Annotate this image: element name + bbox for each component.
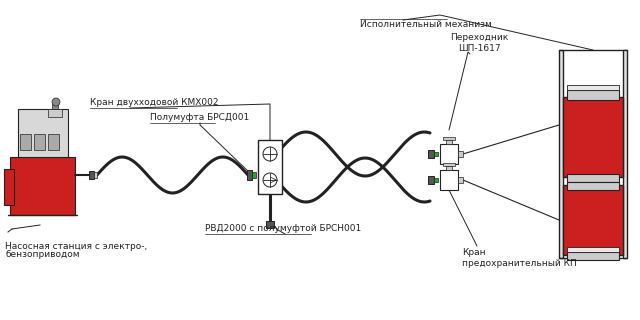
- Bar: [567, 247, 619, 252]
- Bar: [443, 137, 455, 140]
- Text: предохранительный КП: предохранительный КП: [462, 259, 577, 268]
- Text: Полумуфта БРСД001: Полумуфта БРСД001: [150, 113, 249, 122]
- Bar: [623, 50, 627, 258]
- Text: бензоприводом: бензоприводом: [5, 250, 79, 259]
- Bar: [94, 172, 97, 178]
- Bar: [10, 157, 75, 215]
- Bar: [252, 172, 256, 178]
- Bar: [434, 152, 438, 156]
- Bar: [563, 185, 623, 255]
- Bar: [567, 174, 619, 182]
- Text: Кран двухходовой КМХ002: Кран двухходовой КМХ002: [90, 98, 218, 107]
- Bar: [428, 150, 434, 158]
- Bar: [266, 221, 274, 228]
- Bar: [440, 144, 458, 164]
- Text: Переходник: Переходник: [450, 33, 508, 42]
- Bar: [89, 171, 94, 179]
- Bar: [567, 182, 619, 190]
- Bar: [559, 50, 563, 258]
- Bar: [18, 109, 68, 157]
- Circle shape: [52, 98, 60, 106]
- Bar: [428, 176, 434, 184]
- Text: РВД2000 с полумуфтой БРСН001: РВД2000 с полумуфтой БРСН001: [205, 224, 361, 233]
- Bar: [247, 170, 252, 180]
- Text: Насосная станция с электро-,: Насосная станция с электро-,: [5, 242, 147, 251]
- Bar: [4, 169, 14, 205]
- Bar: [48, 109, 62, 117]
- Circle shape: [263, 173, 277, 187]
- Bar: [567, 252, 619, 260]
- Bar: [563, 97, 623, 177]
- Text: Кран: Кран: [462, 248, 486, 257]
- Bar: [446, 166, 452, 170]
- Bar: [443, 163, 455, 166]
- Bar: [440, 170, 458, 190]
- Bar: [48, 134, 59, 150]
- Bar: [567, 85, 619, 90]
- Text: ШП-1617: ШП-1617: [458, 44, 500, 53]
- Bar: [434, 178, 438, 182]
- Circle shape: [263, 147, 277, 161]
- Bar: [458, 177, 463, 183]
- Bar: [258, 140, 282, 194]
- Bar: [34, 134, 45, 150]
- Bar: [567, 90, 619, 100]
- Text: Исполнительный механизм: Исполнительный механизм: [360, 20, 492, 29]
- Bar: [446, 140, 452, 144]
- Bar: [458, 151, 463, 157]
- Bar: [52, 104, 58, 109]
- Bar: [20, 134, 31, 150]
